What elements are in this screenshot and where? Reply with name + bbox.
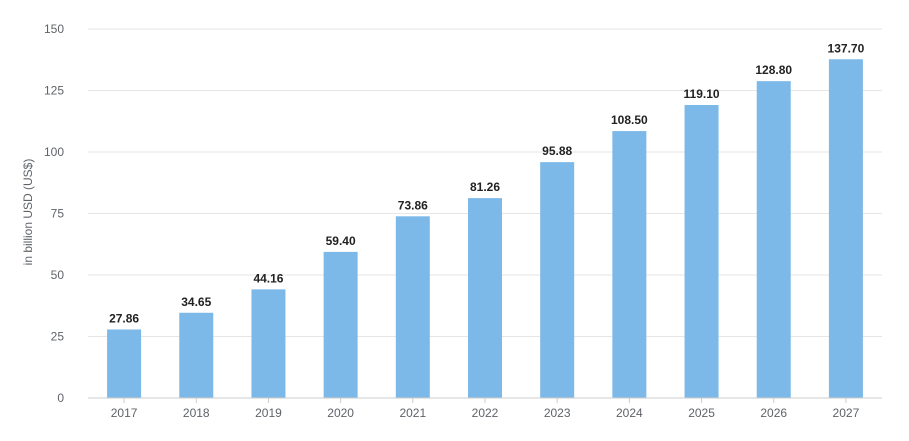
- bar-2025: [684, 105, 719, 398]
- bar-2018: [179, 312, 214, 398]
- bar-2022: [468, 198, 502, 398]
- y-axis-label: in billion USD (US$): [21, 159, 35, 266]
- bar-2020: [323, 251, 358, 398]
- data-label-2021: 73.86: [398, 198, 428, 212]
- x-tick-label: 2022: [472, 406, 499, 420]
- data-label-2018: 34.65: [181, 295, 211, 309]
- y-tick-label: 125: [44, 84, 64, 98]
- bar-2019: [251, 289, 286, 398]
- bar-2024: [612, 131, 647, 398]
- bar-2021: [395, 216, 430, 398]
- data-label-2027: 137.70: [828, 41, 865, 55]
- y-tick-label: 150: [44, 22, 64, 36]
- x-tick-label: 2021: [399, 406, 426, 420]
- y-tick-label: 100: [44, 145, 64, 159]
- y-tick-label: 0: [57, 391, 64, 405]
- x-tick-label: 2020: [327, 406, 354, 420]
- bar-2023: [540, 162, 575, 398]
- y-tick-label: 25: [51, 330, 65, 344]
- x-tick-label: 2023: [544, 406, 571, 420]
- data-label-2023: 95.88: [542, 144, 572, 158]
- data-label-2024: 108.50: [611, 113, 648, 127]
- x-tick-label: 2027: [833, 406, 860, 420]
- x-axis-ticks: 2017 2018 2019 2020 2021 2022 2023 2024 2025 2026…: [111, 398, 860, 420]
- y-tick-label: 75: [51, 207, 65, 221]
- bar-2017: [107, 329, 142, 398]
- data-label-2017: 27.86: [109, 311, 139, 325]
- x-tick-label: 2019: [255, 406, 282, 420]
- data-label-2022: 81.26: [470, 180, 500, 194]
- data-label-2019: 44.16: [253, 271, 283, 285]
- x-tick-label: 2024: [616, 406, 643, 420]
- x-tick-label: 2017: [111, 406, 138, 420]
- y-axis-ticks: 0 25 50 75 100 125 150: [44, 22, 64, 405]
- data-label-2025: 119.10: [684, 87, 720, 101]
- data-label-2020: 59.40: [326, 234, 356, 248]
- bar-2027: [828, 59, 863, 399]
- x-tick-label: 2018: [183, 406, 210, 420]
- bar-2026: [756, 81, 791, 398]
- data-label-2026: 128.80: [755, 63, 792, 77]
- y-tick-label: 50: [51, 268, 65, 282]
- bars: [107, 59, 863, 399]
- x-tick-label: 2026: [760, 406, 787, 420]
- data-labels: 27.86 34.65 44.16 59.40 73.86 81.26 95.88 108.5…: [109, 41, 865, 325]
- x-tick-label: 2025: [688, 406, 715, 420]
